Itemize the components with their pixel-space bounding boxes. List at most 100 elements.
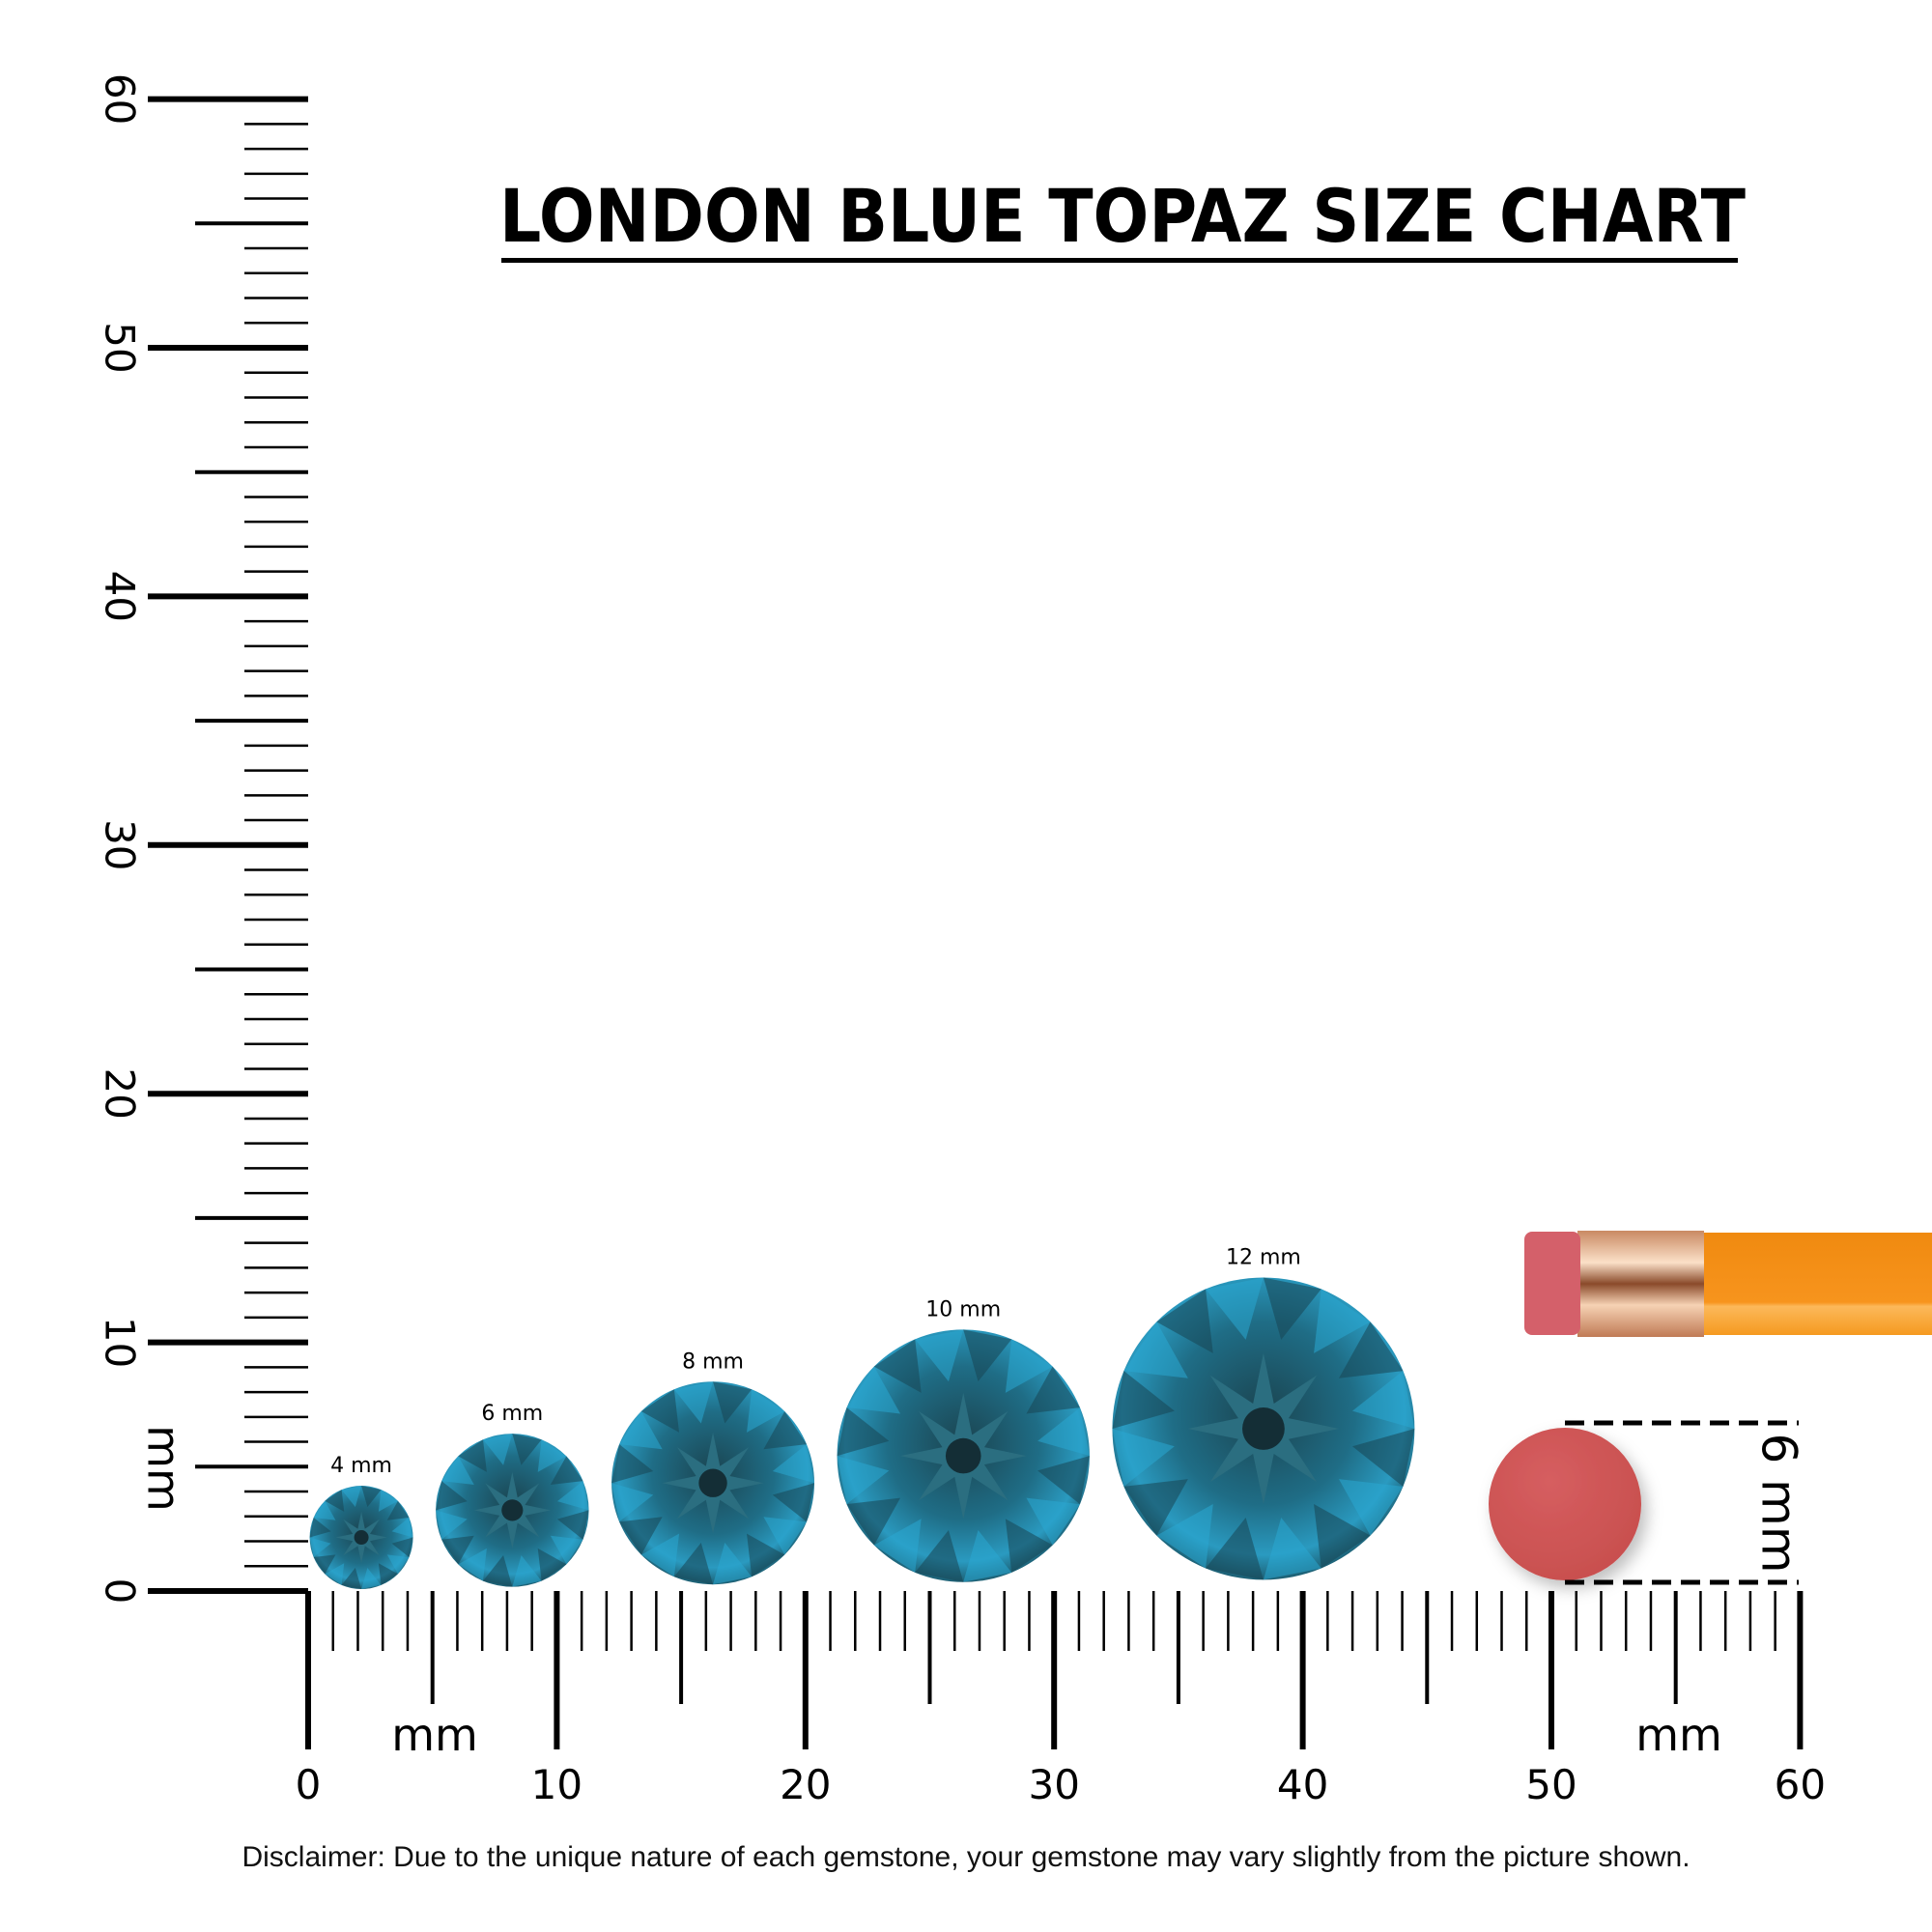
vertical-axis-unit: mm: [138, 1425, 190, 1512]
gem-culet: [354, 1530, 369, 1546]
gem-facet: [483, 1554, 513, 1587]
gem-facet: [550, 1456, 583, 1485]
gem-facet: [1351, 1428, 1415, 1487]
gem-facet: [441, 1535, 474, 1565]
gem-facet: [1263, 1277, 1321, 1340]
gem-size-label: 10 mm: [925, 1297, 1001, 1321]
gem-facet: [873, 1339, 922, 1393]
vertical-tick-label: 60: [97, 73, 144, 125]
reference-eraser: 6 mm: [1489, 1420, 1807, 1585]
title-underline: [501, 258, 1738, 263]
gem-facet: [1206, 1518, 1264, 1580]
gem-facet: [386, 1500, 410, 1520]
gem-facet: [673, 1381, 714, 1424]
gem-facet: [512, 1434, 542, 1465]
eraser-circle: [1489, 1428, 1641, 1580]
gem-facet: [537, 1439, 567, 1472]
gem-culet: [698, 1468, 727, 1497]
gem-10mm: 10 mm: [837, 1297, 1090, 1582]
gem-facet: [963, 1329, 1012, 1382]
vertical-tick-label: 50: [97, 322, 144, 373]
gem-facet: [309, 1537, 331, 1557]
horizontal-tick-label: 0: [296, 1761, 322, 1808]
gem-facet: [341, 1486, 362, 1508]
gem-facet: [837, 1407, 890, 1457]
horizontal-axis-unit-left: mm: [391, 1709, 478, 1761]
gem-size-label: 6 mm: [481, 1402, 543, 1426]
gem-culet: [1242, 1407, 1285, 1450]
pencil-ferrule: [1577, 1231, 1704, 1337]
gem-size-label: 8 mm: [682, 1350, 744, 1374]
gem-4mm: 4 mm: [309, 1454, 413, 1589]
horizontal-tick-label: 60: [1775, 1761, 1826, 1808]
horizontal-tick-label: 40: [1277, 1761, 1328, 1808]
gem-facet: [846, 1366, 901, 1414]
gem-facet: [640, 1533, 680, 1577]
gem-facet: [512, 1554, 542, 1587]
pencil-body: [1700, 1233, 1932, 1335]
vertical-tick-label: 0: [97, 1578, 144, 1605]
gem-facet: [747, 1533, 785, 1577]
gem-facet: [458, 1548, 487, 1581]
gem-facet: [1026, 1497, 1080, 1546]
gem-culet: [945, 1437, 981, 1474]
gem-facet: [537, 1548, 567, 1581]
gem-6mm: 6 mm: [436, 1402, 589, 1587]
gem-facet: [325, 1490, 345, 1512]
gem-series: 4 mm 6 mm 8 mm 10 mm 12 mm: [309, 1246, 1415, 1589]
gem-facet: [772, 1483, 814, 1522]
gem-facet: [441, 1456, 474, 1485]
horizontal-tick-label: 20: [780, 1761, 831, 1808]
vertical-tick-label: 10: [97, 1317, 144, 1368]
gem-facet: [713, 1543, 753, 1585]
gem-facet: [556, 1481, 589, 1511]
gem-facet: [713, 1381, 753, 1424]
gem-facet: [436, 1481, 468, 1511]
gem-facet: [391, 1518, 413, 1538]
pencil-eraser: [1524, 1232, 1580, 1335]
gem-facet: [1338, 1321, 1404, 1378]
vertical-ruler: 0 10 20 30 40 50 60: [97, 73, 308, 1605]
gem-facet: [361, 1486, 382, 1508]
gem-facet: [325, 1563, 345, 1585]
horizontal-axis-unit-right: mm: [1635, 1709, 1722, 1761]
gem-facet: [341, 1567, 362, 1589]
gem-size-label: 4 mm: [330, 1454, 392, 1478]
gem-size-label: 12 mm: [1226, 1246, 1301, 1270]
gem-culet: [501, 1499, 524, 1521]
gem-facet: [837, 1456, 890, 1505]
gem-facet: [1156, 1504, 1213, 1569]
gem-facet: [436, 1510, 468, 1540]
gem-12mm: 12 mm: [1112, 1246, 1415, 1580]
gem-facet: [313, 1500, 336, 1520]
gem-facet: [1156, 1289, 1213, 1353]
reference-size-label: 6 mm: [1751, 1433, 1807, 1573]
disclaimer: Disclaimer: Due to the unique nature of …: [242, 1841, 1690, 1873]
gem-facet: [763, 1411, 808, 1450]
gem-facet: [963, 1530, 1012, 1582]
gem-facet: [1112, 1371, 1175, 1429]
gem-facet: [556, 1510, 589, 1540]
gem-facet: [611, 1444, 654, 1484]
gem-facet: [1206, 1277, 1264, 1340]
vertical-tick-label: 20: [97, 1067, 144, 1119]
gem-facet: [458, 1439, 487, 1472]
gem-facet: [1037, 1407, 1090, 1457]
gem-facet: [915, 1530, 964, 1582]
gem-facet: [1005, 1339, 1053, 1393]
gem-facet: [1314, 1289, 1371, 1353]
gem-facet: [309, 1518, 331, 1538]
gem-facet: [391, 1537, 413, 1557]
gem-facet: [673, 1543, 714, 1585]
gem-facet: [550, 1535, 583, 1565]
gem-facet: [378, 1563, 398, 1585]
gem-facet: [611, 1483, 654, 1522]
gem-facet: [772, 1444, 814, 1484]
gem-facet: [1005, 1519, 1053, 1573]
gem-facet: [763, 1517, 808, 1555]
gem-facet: [378, 1490, 398, 1512]
gem-facet: [1037, 1456, 1090, 1505]
horizontal-tick-label: 50: [1525, 1761, 1577, 1808]
